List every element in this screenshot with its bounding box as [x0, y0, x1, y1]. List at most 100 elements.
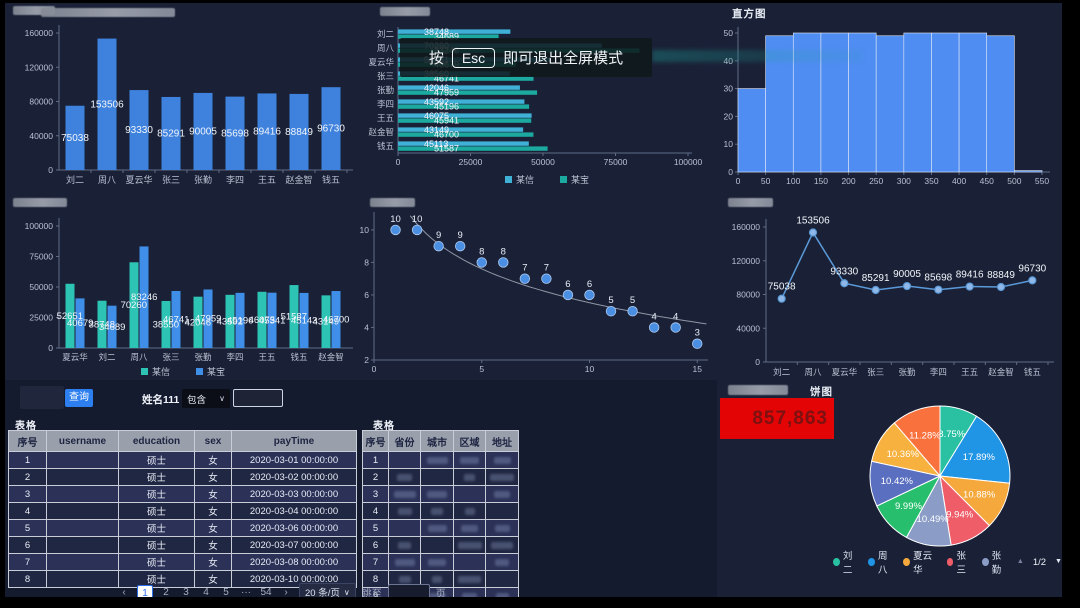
table-row[interactable]: 7 [363, 554, 519, 571]
pagination-page-button[interactable]: 3 [183, 586, 189, 598]
data-point[interactable] [808, 228, 818, 237]
bar[interactable] [107, 305, 117, 348]
data-point[interactable] [1028, 276, 1037, 285]
table-row[interactable]: 8 [363, 571, 519, 588]
data-point[interactable] [433, 240, 444, 252]
bar[interactable] [398, 85, 520, 90]
jump-page-input[interactable] [387, 583, 430, 597]
bar[interactable] [129, 90, 149, 170]
legend-page-up-icon[interactable]: ▲ [1016, 558, 1024, 565]
bar[interactable] [193, 296, 203, 348]
bar[interactable] [171, 290, 181, 348]
pagination-prev-icon[interactable]: ‹ [122, 586, 126, 598]
bar[interactable] [398, 141, 529, 146]
pagination-page-button[interactable]: 5 [223, 586, 229, 598]
data-point[interactable] [627, 306, 638, 317]
column-header[interactable]: 城市 [421, 431, 454, 452]
table-row[interactable]: 4 [363, 503, 519, 520]
bar[interactable] [161, 96, 181, 170]
histogram-bar[interactable] [931, 32, 960, 173]
bar[interactable] [398, 113, 532, 118]
table-row[interactable]: 6 [363, 537, 519, 554]
pie-slice[interactable] [893, 405, 941, 478]
table-row[interactable]: 5 硕士女 2020-03-06 00:00:00 [9, 520, 357, 537]
bar[interactable] [203, 289, 213, 348]
legend-item[interactable]: 张三 [946, 548, 973, 576]
data-point[interactable] [670, 322, 681, 333]
bar[interactable] [299, 292, 309, 348]
bar[interactable] [97, 300, 107, 348]
bar[interactable] [398, 127, 524, 132]
table-row[interactable]: 6 硕士女 2020-03-07 00:00:00 [9, 537, 357, 554]
data-point[interactable] [476, 257, 487, 268]
histogram-bar[interactable] [765, 35, 794, 173]
column-header[interactable]: 序号 [363, 431, 389, 452]
column-header[interactable]: education [119, 431, 195, 452]
data-point[interactable] [390, 224, 401, 236]
pie-slice[interactable] [939, 415, 1011, 484]
legend-item[interactable]: 张勤 [981, 548, 1008, 576]
page-size-select[interactable]: 20 条/页 ∨ [299, 583, 356, 597]
bar[interactable] [398, 34, 499, 39]
bar[interactable] [235, 292, 245, 348]
bar[interactable] [398, 76, 534, 81]
bar[interactable] [139, 246, 149, 348]
legend-item[interactable]: 周八 [868, 548, 894, 576]
column-header[interactable]: username [47, 431, 119, 452]
data-point[interactable] [648, 322, 660, 333]
data-point[interactable] [840, 279, 849, 288]
data-point[interactable] [411, 224, 423, 236]
data-point[interactable] [498, 257, 509, 268]
chart-line-mid-right[interactable]: 0 40000 80000 120000 160000 75038 刘二 153506 周八 93… [718, 202, 1062, 390]
bar[interactable] [257, 291, 267, 348]
legend-swatch[interactable] [141, 368, 148, 375]
table-row[interactable]: 3 硕士女 2020-03-03 00:00:00 [9, 486, 357, 503]
data-point[interactable] [902, 281, 912, 291]
bar[interactable] [65, 283, 75, 348]
histogram-bar[interactable] [986, 35, 1015, 173]
histogram-bar[interactable] [875, 35, 905, 173]
data-point[interactable] [965, 282, 974, 291]
pagination-page-button[interactable]: 2 [163, 586, 169, 598]
legend-swatch[interactable] [560, 176, 567, 183]
bar[interactable] [225, 294, 235, 348]
bar[interactable] [65, 105, 85, 170]
data-point[interactable] [562, 289, 574, 301]
bar[interactable] [161, 300, 171, 348]
bar[interactable] [289, 93, 309, 170]
data-point[interactable] [454, 240, 466, 252]
chart-bar-top-left[interactable]: 0 40000 80000 120000 160000 75038 刘二 153506 周八 93… [11, 19, 355, 195]
bar[interactable] [289, 285, 299, 348]
bar[interactable] [257, 93, 277, 170]
legend-swatch[interactable] [505, 176, 512, 183]
data-point[interactable] [605, 306, 617, 317]
chart-pie-bottom-right[interactable]: 8.75% 17.89% 10.88% 9.94%10.49% 9.99% 10.42% 1… [830, 395, 1062, 551]
data-point[interactable] [871, 285, 880, 295]
table-row[interactable]: 3 [363, 486, 519, 503]
bar[interactable] [321, 87, 341, 170]
column-header[interactable]: payTime [232, 431, 357, 452]
bar[interactable] [75, 298, 85, 348]
data-point[interactable] [692, 338, 703, 349]
pagination-next-icon[interactable]: › [284, 586, 288, 598]
bar[interactable] [398, 29, 511, 34]
table-row[interactable]: 1 [363, 452, 519, 469]
query-button[interactable]: 查询 [65, 389, 93, 407]
histogram-bar[interactable] [1014, 170, 1043, 173]
table-row[interactable]: 4 硕士女 2020-03-04 00:00:00 [9, 503, 357, 520]
match-select[interactable]: 包含 ∨ [182, 389, 230, 408]
table-row[interactable]: 7 硕士女 2020-03-08 00:00:00 [9, 554, 357, 571]
data-point[interactable] [519, 273, 531, 284]
bar[interactable] [267, 292, 277, 348]
legend-item[interactable]: 刘二 [833, 548, 859, 576]
data-point[interactable] [934, 285, 943, 294]
pagination-page-button[interactable]: 4 [203, 586, 209, 598]
legend-swatch[interactable] [196, 368, 203, 375]
bar[interactable] [97, 38, 117, 170]
bar[interactable] [331, 291, 341, 348]
column-header[interactable]: 区域 [454, 431, 486, 452]
table-row[interactable]: 5 [363, 520, 519, 537]
column-header[interactable]: sex [195, 431, 232, 452]
chart-histogram-top-right[interactable]: 0102030405005010015020025030035040045050… [718, 19, 1062, 197]
